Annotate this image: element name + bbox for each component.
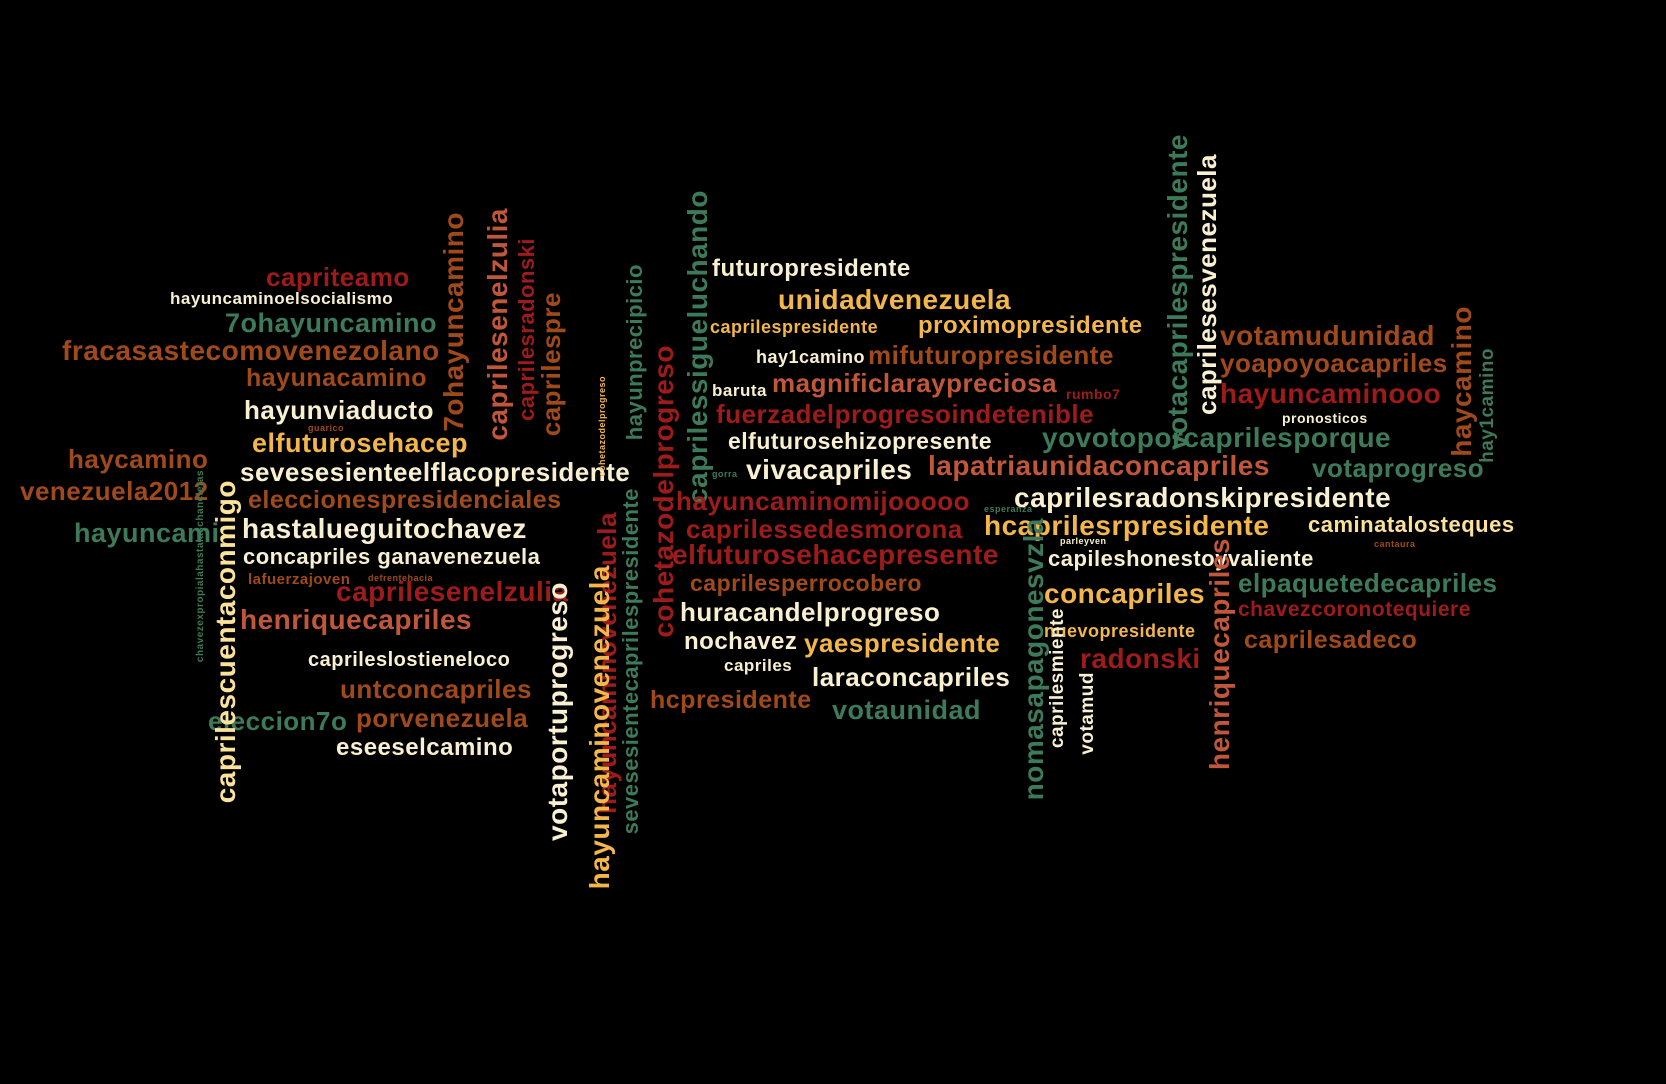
word: rumbo7: [1066, 386, 1121, 402]
word: nuevopresidente: [1044, 621, 1196, 641]
word: capriteamo: [266, 262, 410, 292]
word: nochavez: [684, 628, 798, 655]
word: pronosticos: [1282, 410, 1368, 426]
word: caprilessedesmorona: [686, 514, 963, 544]
word: unidadvenezuela: [778, 284, 1012, 315]
word: votamudunidad: [1220, 320, 1435, 351]
word: votaunidad: [832, 695, 982, 725]
word: hayuncaminovenezuela: [584, 565, 615, 890]
word: untconcapriles: [340, 674, 532, 704]
word: radonski: [1080, 643, 1201, 674]
word: lapatriaunidaconcapriles: [928, 450, 1270, 481]
word: vivacapriles: [746, 454, 913, 485]
word: huracandelprogreso: [680, 597, 941, 627]
word: baruta: [712, 381, 767, 400]
word: votaportuprogreso: [542, 582, 573, 841]
word: caminatalosteques: [1308, 512, 1515, 537]
word: hastalueguitochavez: [242, 513, 527, 544]
word: caprilesperrocobero: [690, 570, 922, 596]
word: caprilessigueluchando: [682, 190, 713, 504]
word: hayunacamino: [246, 364, 428, 392]
word: hayunprecipicio: [622, 264, 647, 441]
word: haycamino: [1446, 306, 1477, 457]
word: eleccion7o: [208, 706, 348, 736]
word: laraconcapriles: [812, 662, 1011, 692]
word: esperanza: [984, 504, 1033, 514]
word: sevesesienteelflacopresidente: [240, 457, 631, 487]
word: 7ohayuncamino: [438, 212, 469, 432]
word: votamud: [1077, 672, 1098, 755]
word: parleyven: [1060, 536, 1107, 546]
word: mifuturopresidente: [868, 340, 1114, 370]
word: caprilesadeco: [1244, 626, 1418, 654]
word: caprilescuentaconmigo: [210, 480, 241, 804]
word: lafuerzajoven: [248, 571, 351, 588]
word: yoapoyoacapriles: [1220, 348, 1448, 378]
word: votacaprilespresidente: [1162, 134, 1193, 451]
word: chavezcoronotequiere: [1238, 598, 1471, 621]
word: proximopresidente: [918, 312, 1143, 339]
word: haycamino: [68, 444, 209, 474]
word: cantaura: [1374, 539, 1416, 549]
word: eleccionespresidenciales: [248, 486, 562, 514]
word: votaprogreso: [1312, 453, 1485, 483]
word: caprilesenelzulia: [482, 208, 513, 441]
word: 7ohayuncamino: [225, 308, 438, 338]
word: yaespresidente: [804, 628, 1001, 658]
word: elfuturosehacepresente: [672, 539, 999, 570]
word: hay1camino: [756, 347, 866, 367]
word: chavezexpropialahastalaschancletas: [195, 470, 206, 663]
word: caprilesradonski: [514, 238, 539, 421]
word: sevesesientecaprilespresidente: [618, 488, 643, 835]
word: hayuncami: [74, 518, 220, 548]
word: hay1camino: [1477, 348, 1498, 463]
word: caprilesmiente: [1047, 608, 1068, 749]
word: fuerzadelprogresoindetenible: [716, 399, 1095, 429]
word: cohetazodelprogreso: [648, 345, 679, 638]
word: hayuncaminomijooooo: [676, 486, 971, 516]
word: hcaprilesrpresidente: [984, 510, 1270, 541]
word: hayuncaminoelsocialismo: [170, 289, 394, 308]
word: cohetazodelprogreso: [597, 376, 607, 477]
word: capileshonestoyvaliente: [1048, 546, 1314, 571]
word: caprilesesvenezuela: [1192, 154, 1222, 415]
word: elfuturosehizopresente: [728, 428, 993, 454]
word: defrentehacia: [368, 573, 434, 583]
word: magnificlaraypreciosa: [772, 368, 1058, 398]
word: venezuela2012: [20, 476, 209, 506]
word: futuropresidente: [712, 255, 911, 282]
word: henriquecapriles: [240, 604, 473, 635]
word: guarico: [308, 423, 345, 433]
word: hayunviaducto: [244, 395, 434, 425]
word: eseeselcamino: [336, 734, 514, 761]
word: concapriles ganavenezuela: [243, 544, 541, 569]
word: henriquecapriles: [1204, 538, 1235, 771]
word: caprilesradonskipresidente: [1014, 482, 1392, 513]
word: elfuturosehacep: [252, 428, 469, 458]
word: caprilesenelzulia: [336, 576, 569, 607]
word: elpaquetedecapriles: [1238, 568, 1498, 598]
word: fracasastecomovenezolano: [62, 335, 440, 366]
word: capriles: [724, 656, 793, 675]
word: concapriles: [1044, 578, 1206, 609]
word: caprilespresidente: [710, 317, 879, 337]
word: gorra: [712, 469, 738, 479]
word: caprilespre: [536, 292, 566, 437]
word: nomasapagonesvzla: [1018, 518, 1049, 801]
word: hayuncaminooo: [1220, 378, 1442, 409]
word: porvenezuela: [356, 703, 529, 733]
word: yovotoporcaprilesporque: [1042, 422, 1392, 453]
word: hcpresidente: [650, 686, 812, 714]
word: caprileslostieneloco: [308, 649, 511, 671]
